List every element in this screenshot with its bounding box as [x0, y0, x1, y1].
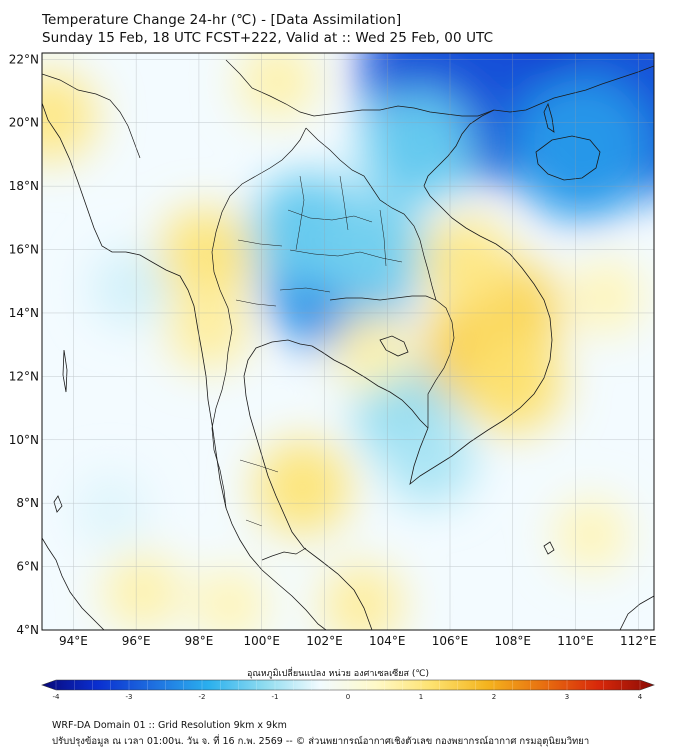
lat-label: 16°N — [9, 243, 39, 257]
tonle-sap — [379, 335, 409, 357]
lon-label: 96°E — [122, 634, 151, 648]
colorbar-body — [41, 679, 655, 691]
anomaly-cell — [254, 439, 351, 536]
coastline-myanmar-west — [42, 102, 227, 509]
anomaly-cell — [569, 260, 644, 335]
coastlines — [42, 65, 654, 630]
anomaly-cell — [332, 311, 411, 391]
latitude-labels: 22°N 20°N 18°N 16°N 14°N 12°N 10°N 8°N 6°N 4°N — [9, 52, 39, 637]
anomaly-cell — [419, 216, 512, 309]
anomaly-cell — [193, 567, 268, 630]
lon-label: 110°E — [557, 634, 594, 648]
footer-model-info: WRF-DA Domain 01 :: Grid Resolution 9km … — [52, 720, 287, 731]
colorbar-tick-label: -3 — [126, 693, 133, 701]
lat-label: 12°N — [9, 369, 39, 383]
lat-label: 22°N — [9, 52, 39, 66]
anomaly-cell — [103, 552, 182, 630]
border-laos — [305, 127, 437, 301]
anomaly-cell — [74, 472, 149, 547]
coastline-vietnam — [409, 109, 553, 486]
coastline-leizhou — [543, 102, 555, 133]
lon-label: 104°E — [369, 634, 406, 648]
colorbar-tick-label: 2 — [492, 693, 496, 701]
temperature-change-field — [42, 53, 654, 630]
gridlines — [42, 53, 654, 631]
colorbar-tick-label: 4 — [638, 693, 643, 701]
coastline-peninsula-east — [243, 339, 373, 630]
lon-label: 102°E — [306, 634, 343, 648]
province-lines — [235, 175, 403, 527]
border-cambodia — [329, 295, 455, 428]
coastline-peninsula-west — [225, 507, 327, 630]
border-china — [225, 59, 495, 117]
lon-label: 112°E — [620, 634, 657, 648]
country-borders — [42, 59, 495, 561]
lat-label: 18°N — [9, 179, 39, 193]
coastline-nicobar — [53, 495, 63, 513]
longitude-labels: 94°E 96°E 98°E 100°E 102°E 104°E 106°E 108°E 110… — [59, 634, 657, 648]
lon-label: 106°E — [432, 634, 469, 648]
anomaly-cell — [238, 53, 317, 121]
anomaly-cell — [42, 70, 98, 163]
anomaly-cell — [554, 497, 629, 572]
lon-label: 98°E — [184, 634, 213, 648]
natuna-island — [543, 541, 555, 555]
lat-label: 4°N — [16, 623, 39, 637]
colorbar-tick-label: 1 — [419, 693, 423, 701]
anomaly-cell — [166, 287, 250, 371]
anomaly-cell — [361, 88, 476, 202]
coastline-gulf-thailand — [311, 345, 429, 429]
colorbar-tick-label: -4 — [53, 693, 61, 701]
border-thailand-malaysia — [261, 547, 307, 561]
lon-label: 94°E — [59, 634, 88, 648]
colorbar-label: อุณหภูมิเปลี่ยนแปลง หน่วย องศาเซลเซียส (… — [246, 669, 430, 679]
coastline-borneo — [619, 595, 654, 630]
lat-label: 8°N — [16, 496, 39, 510]
anomaly-cell — [157, 207, 254, 304]
lat-label: 6°N — [16, 560, 39, 574]
anomaly-cell — [90, 248, 170, 327]
coastline-south-china — [493, 65, 654, 113]
colorbar-tick-label: 3 — [565, 693, 569, 701]
coastline-sumatra — [42, 537, 105, 630]
border-myanmar-thailand — [211, 127, 307, 509]
lon-label: 108°E — [495, 634, 532, 648]
colorbar-tick-label: -1 — [272, 693, 279, 701]
colorbar: -4 -3 -2 -1 0 1 2 3 4 — [41, 679, 655, 701]
lat-label: 10°N — [9, 433, 39, 447]
map-frame — [41, 52, 655, 631]
lat-label: 20°N — [9, 116, 39, 130]
anomaly-cell — [509, 75, 654, 221]
colorbar-ticks: -4 -3 -2 -1 0 1 2 3 4 — [53, 680, 643, 701]
anomaly-cell — [382, 413, 474, 505]
lat-label: 14°N — [9, 306, 39, 320]
colorbar-tick-label: 0 — [346, 693, 350, 701]
map-title: Temperature Change 24-hr (℃) - [Data Ass… — [42, 12, 402, 28]
anomaly-cell — [320, 563, 404, 630]
lon-label: 100°E — [243, 634, 280, 648]
coastline-andaman — [62, 349, 68, 393]
footer-credit: ปรับปรุงข้อมูล ณ เวลา 01:00น. วัน จ. ที่… — [52, 736, 590, 747]
border-india-myanmar — [42, 73, 141, 159]
map-subtitle: Sunday 15 Feb, 18 UTC FCST+222, Valid at… — [42, 30, 494, 46]
colorbar-tick-label: -2 — [199, 693, 206, 701]
coastline-hainan — [535, 135, 601, 181]
